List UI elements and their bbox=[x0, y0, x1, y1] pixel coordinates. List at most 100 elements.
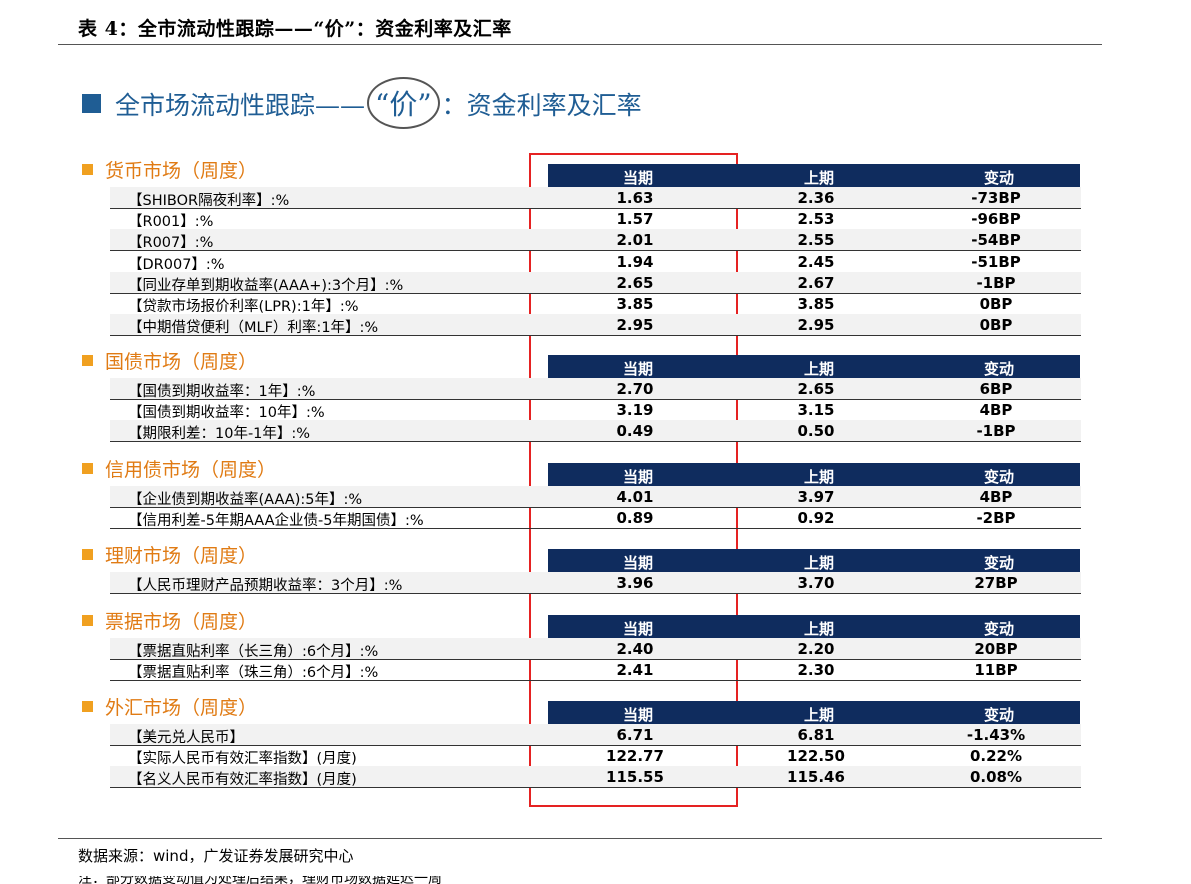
current-value: 2.95 bbox=[616, 316, 654, 335]
table-row: 【票据直贴利率（长三角）:6个月】:% 2.40 2.20 20BP bbox=[110, 638, 1081, 660]
column-header: 上期 bbox=[803, 554, 834, 572]
row-label: 【期限利差：10年-1年】:% bbox=[128, 426, 311, 443]
change-value: -96BP bbox=[971, 210, 1021, 229]
previous-value: 3.70 bbox=[797, 574, 835, 592]
table-row: 【国债到期收益率：1年】:% 2.70 2.65 6BP bbox=[110, 378, 1081, 400]
section-heading: 外汇市场（周度） bbox=[82, 693, 552, 720]
table-row: 【中期借贷便利（MLF）利率:1年】:% 2.95 2.95 0BP bbox=[110, 314, 1081, 337]
current-value: 122.77 bbox=[606, 747, 664, 766]
top-divider bbox=[58, 44, 1102, 45]
row-label: 【中期借贷便利（MLF）利率:1年】:% bbox=[128, 320, 379, 337]
column-header: 当期 bbox=[622, 620, 653, 638]
previous-value: 2.95 bbox=[797, 316, 835, 335]
footnote: 注：部分数据变动值为处理后结果，理财市场数据延迟一周 bbox=[78, 876, 442, 884]
previous-value: 2.53 bbox=[797, 210, 835, 229]
change-value: -73BP bbox=[971, 189, 1021, 207]
column-header: 上期 bbox=[803, 706, 834, 724]
section-title: 货币市场（周度） bbox=[105, 160, 258, 182]
section-heading: 国债市场（周度） bbox=[82, 347, 552, 374]
previous-value: 2.36 bbox=[797, 189, 835, 207]
change-value: 27BP bbox=[974, 574, 1018, 592]
previous-value: 3.97 bbox=[797, 488, 835, 506]
row-label: 【国债到期收益率：10年】:% bbox=[128, 405, 325, 422]
previous-value: 0.92 bbox=[797, 509, 835, 528]
row-label: 【贷款市场报价利率(LPR):1年】:% bbox=[128, 299, 359, 315]
current-value: 6.71 bbox=[616, 726, 654, 744]
column-header: 上期 bbox=[803, 620, 834, 638]
previous-value: 0.50 bbox=[797, 422, 835, 441]
change-value: -2BP bbox=[976, 509, 1016, 528]
current-value: 3.96 bbox=[616, 574, 654, 592]
table-row: 【信用利差-5年期AAA企业债-5年期国债】:% 0.89 0.92 -2BP bbox=[110, 507, 1081, 530]
current-value: 3.85 bbox=[616, 295, 654, 313]
row-label: 【DR007】:% bbox=[128, 256, 225, 273]
section-square-icon bbox=[82, 355, 93, 366]
column-header: 变动 bbox=[983, 360, 1014, 378]
column-header: 当期 bbox=[622, 554, 653, 572]
title-square-icon bbox=[82, 93, 101, 113]
column-header-bar: 当期 上期 变动 bbox=[548, 615, 1080, 638]
section-title: 票据市场（周度） bbox=[105, 611, 258, 633]
previous-value: 2.30 bbox=[797, 661, 835, 680]
table-row: 【SHIBOR隔夜利率】:% 1.63 2.36 -73BP bbox=[110, 187, 1081, 209]
section-square-icon bbox=[82, 463, 93, 474]
section-title: 信用债市场（周度） bbox=[105, 459, 277, 481]
change-value: 20BP bbox=[974, 640, 1018, 658]
row-label: 【国债到期收益率：1年】:% bbox=[128, 384, 316, 400]
table-row: 【R007】:% 2.01 2.55 -54BP bbox=[110, 229, 1081, 252]
row-label: 【名义人民币有效汇率指数】(月度) bbox=[128, 772, 357, 789]
row-label: 【信用利差-5年期AAA企业债-5年期国债】:% bbox=[128, 513, 424, 530]
slide-title-text: 全市场流动性跟踪—— “价” ：资金利率及汇率 bbox=[115, 77, 642, 129]
change-value: -1BP bbox=[976, 422, 1016, 441]
table-row: 【企业债到期收益率(AAA):5年】:% 4.01 3.97 4BP bbox=[110, 486, 1081, 508]
section-title: 理财市场（周度） bbox=[105, 545, 258, 567]
column-header: 当期 bbox=[622, 706, 653, 724]
previous-value: 2.65 bbox=[797, 380, 835, 398]
section-title: 国债市场（周度） bbox=[105, 351, 258, 373]
table-row: 【R001】:% 1.57 2.53 -96BP bbox=[110, 208, 1081, 231]
column-header: 上期 bbox=[803, 360, 834, 378]
current-value: 115.55 bbox=[606, 768, 664, 787]
change-value: -54BP bbox=[971, 231, 1021, 250]
previous-value: 115.46 bbox=[787, 768, 845, 787]
slide-title: 全市场流动性跟踪—— “价” ：资金利率及汇率 bbox=[82, 77, 642, 129]
current-value: 4.01 bbox=[616, 488, 654, 506]
column-header-bar: 当期 上期 变动 bbox=[548, 701, 1080, 724]
row-label: 【美元兑人民币】 bbox=[128, 730, 244, 746]
section-heading: 信用债市场（周度） bbox=[82, 455, 552, 482]
row-label: 【实际人民币有效汇率指数】(月度) bbox=[128, 751, 357, 768]
current-value: 1.57 bbox=[616, 210, 654, 229]
table-row: 【国债到期收益率：10年】:% 3.19 3.15 4BP bbox=[110, 399, 1081, 422]
current-value: 3.19 bbox=[616, 401, 654, 420]
table-row: 【期限利差：10年-1年】:% 0.49 0.50 -1BP bbox=[110, 420, 1081, 443]
section-square-icon bbox=[82, 615, 93, 626]
change-value: 0.08% bbox=[969, 768, 1023, 787]
table-row: 【同业存单到期收益率(AAA+):3个月】:% 2.65 2.67 -1BP bbox=[110, 271, 1081, 294]
change-value: -1BP bbox=[976, 273, 1016, 292]
table-row: 【DR007】:% 1.94 2.45 -51BP bbox=[110, 251, 1081, 273]
row-label: 【SHIBOR隔夜利率】:% bbox=[128, 193, 290, 209]
table-row: 【实际人民币有效汇率指数】(月度) 122.77 122.50 0.22% bbox=[110, 745, 1081, 768]
current-value: 2.40 bbox=[616, 640, 654, 658]
column-header: 变动 bbox=[983, 554, 1014, 572]
column-header-bar: 当期 上期 变动 bbox=[548, 463, 1080, 486]
row-label: 【R007】:% bbox=[128, 235, 214, 252]
section-square-icon bbox=[82, 549, 93, 560]
section-heading: 理财市场（周度） bbox=[82, 541, 552, 568]
current-value: 2.01 bbox=[616, 231, 654, 250]
change-value: 6BP bbox=[979, 380, 1013, 398]
column-header: 当期 bbox=[622, 169, 653, 187]
table-row: 【美元兑人民币】 6.71 6.81 -1.43% bbox=[110, 724, 1081, 746]
column-header: 变动 bbox=[983, 706, 1014, 724]
section-title: 外汇市场（周度） bbox=[105, 697, 258, 719]
slide-title-circled: “价” bbox=[367, 77, 440, 129]
previous-value: 2.20 bbox=[797, 640, 835, 658]
change-value: 0BP bbox=[979, 295, 1013, 313]
change-value: 4BP bbox=[979, 401, 1013, 420]
change-value: -1.43% bbox=[966, 726, 1026, 744]
row-label: 【票据直贴利率（珠三角）:6个月】:% bbox=[128, 665, 379, 682]
previous-value: 2.55 bbox=[797, 231, 835, 250]
change-value: -51BP bbox=[971, 252, 1021, 271]
slide-title-post: ：资金利率及汇率 bbox=[441, 91, 642, 120]
previous-value: 2.45 bbox=[797, 252, 835, 271]
